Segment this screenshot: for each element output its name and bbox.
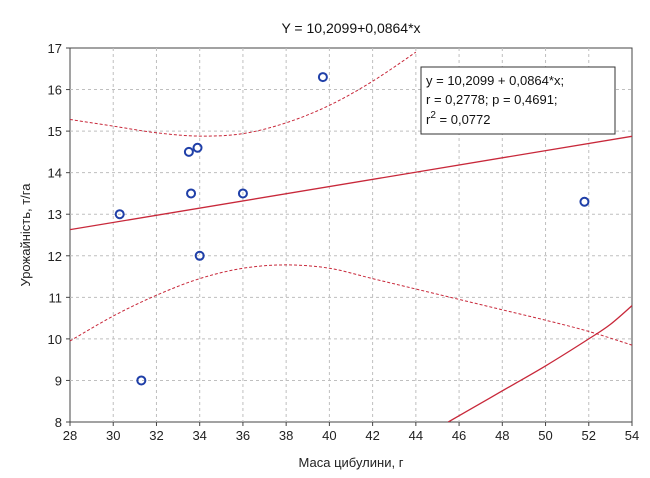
equation-line-2: r = 0,2778; p = 0,4691; [426, 92, 558, 107]
x-tick-labels: 28 30 32 34 36 38 40 42 44 46 48 50 52 54 [63, 428, 639, 443]
data-point [192, 142, 203, 153]
x-tick-label: 54 [625, 428, 639, 443]
x-tick-label: 46 [452, 428, 466, 443]
y-tick-label: 10 [48, 332, 62, 347]
x-tick-label: 32 [149, 428, 163, 443]
y-tick-label: 11 [49, 290, 63, 305]
x-tick-label: 30 [106, 428, 120, 443]
data-point [136, 375, 147, 386]
y-tick-label: 14 [48, 166, 62, 181]
x-tick-label: 28 [63, 428, 77, 443]
confidence-band-upper [70, 51, 417, 137]
y-tick-label: 12 [48, 249, 62, 264]
equation-box [420, 66, 616, 135]
data-point [114, 209, 125, 220]
y-tick-label: 15 [48, 124, 62, 139]
y-tick-label: 16 [48, 83, 62, 98]
r-squared-value: = 0,0772 [436, 112, 491, 127]
data-point [317, 72, 328, 83]
x-tick-label: 40 [322, 428, 336, 443]
y-tick-label: 8 [55, 415, 62, 430]
data-points [114, 72, 590, 386]
x-axis-label: Маса цибулини, г [299, 455, 404, 470]
x-tick-label: 34 [192, 428, 206, 443]
data-point [186, 188, 197, 199]
data-point [183, 146, 194, 157]
x-tick-label: 38 [279, 428, 293, 443]
x-tick-label: 52 [582, 428, 596, 443]
curves [70, 51, 632, 422]
regression-line [70, 135, 632, 231]
r-squared-base: r [426, 112, 431, 127]
chart-title: Y = 10,2099+0,0864*x [281, 20, 420, 36]
r-squared-superscript: 2 [430, 110, 436, 121]
data-point [194, 250, 205, 261]
y-tick-label: 17 [48, 41, 62, 56]
data-point [237, 188, 248, 199]
data-point [579, 196, 590, 207]
x-tick-label: 44 [409, 428, 423, 443]
x-tick-label: 36 [236, 428, 250, 443]
y-tick-label: 9 [55, 373, 62, 388]
y-tick-labels: 8 9 10 11 12 13 14 15 16 17 [48, 41, 62, 430]
x-tick-label: 48 [495, 428, 509, 443]
x-tick-label: 42 [365, 428, 379, 443]
equation-annotation: y = 10,2099 + 0,0864*x; r = 0,2778; p = … [420, 66, 616, 135]
confidence-band-lower [70, 264, 632, 346]
y-tick-label: 13 [48, 207, 62, 222]
equation-line-3: r2 = 0,0772 [426, 110, 490, 127]
lower-curve [447, 305, 632, 422]
equation-line-1: y = 10,2099 + 0,0864*x; [426, 73, 564, 88]
x-tick-label: 50 [538, 428, 552, 443]
y-axis-label: Урожайність, т/га [18, 183, 33, 287]
